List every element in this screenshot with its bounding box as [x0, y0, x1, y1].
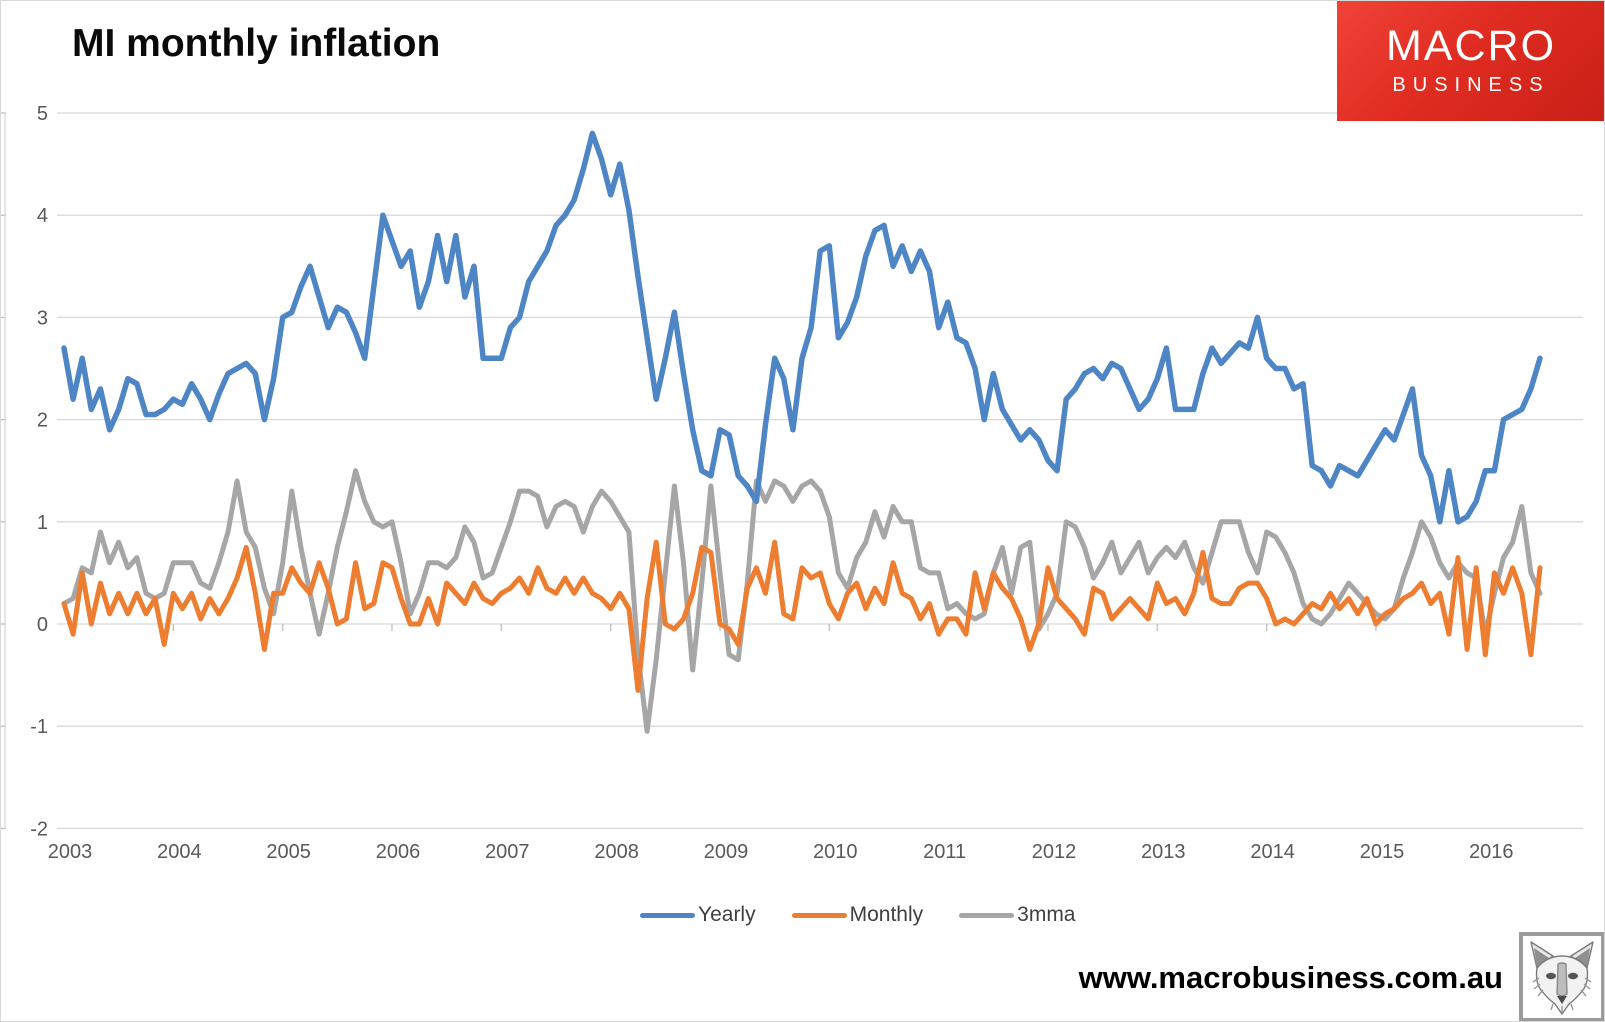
- y-axis-label: 1: [37, 512, 48, 534]
- watermark-url: www.macrobusiness.com.au: [1078, 960, 1503, 995]
- legend-label-yearly: Yearly: [698, 903, 756, 926]
- legend-item-3mma: 3mma: [959, 903, 1076, 927]
- x-axis-label-2004: 2004: [157, 841, 202, 863]
- y-axis-label: 4: [37, 205, 48, 227]
- x-axis-label-2012: 2012: [1032, 841, 1077, 863]
- legend-item-yearly: Yearly: [640, 903, 756, 927]
- fox-logo-image: [1519, 932, 1605, 1022]
- x-axis-label-2016: 2016: [1469, 841, 1514, 863]
- logo-text-macro: MACRO: [1385, 22, 1557, 71]
- y-axis-label: -1: [30, 716, 48, 738]
- fox-sketch-icon: [1530, 941, 1594, 1015]
- yearly-line: [61, 130, 1543, 525]
- monthly-line: [61, 539, 1543, 693]
- x-axis-label-2008: 2008: [594, 841, 639, 863]
- x-axis-label-2006: 2006: [376, 841, 421, 863]
- legend-swatch-3mma: [959, 912, 1015, 918]
- y-axis-label: -2: [30, 818, 48, 840]
- x-axis-label-2010: 2010: [813, 841, 858, 863]
- x-axis-label-2011: 2011: [923, 841, 966, 863]
- legend-label-monthly: Monthly: [849, 903, 924, 926]
- 3mma-line: [61, 468, 1543, 734]
- y-axis-label: 2: [37, 410, 48, 432]
- x-axis-label-2015: 2015: [1360, 841, 1405, 863]
- x-axis-label-2013: 2013: [1141, 841, 1186, 863]
- x-axis-label-2007: 2007: [485, 841, 530, 863]
- y-axis-label: 3: [37, 307, 48, 329]
- legend-swatch-yearly: [640, 912, 695, 918]
- x-axis-label-2003: 2003: [48, 841, 93, 863]
- macrobusiness-logo: MACRO BUSINESS: [1337, 0, 1605, 121]
- y-axis-label: 0: [37, 614, 48, 636]
- legend-swatch-monthly: [791, 912, 847, 918]
- x-axis-label-2005: 2005: [266, 841, 311, 863]
- x-axis-label-2009: 2009: [704, 841, 749, 863]
- legend-label-3mma: 3mma: [1017, 903, 1076, 926]
- chart-title: MI monthly inflation: [72, 22, 441, 65]
- chart-legend: Yearly Monthly 3mma: [640, 903, 1076, 927]
- x-axis-label-2014: 2014: [1250, 841, 1295, 863]
- y-axis-label: 5: [37, 103, 48, 125]
- legend-item-monthly: Monthly: [791, 903, 924, 927]
- logo-text-business: BUSINESS: [1392, 73, 1550, 96]
